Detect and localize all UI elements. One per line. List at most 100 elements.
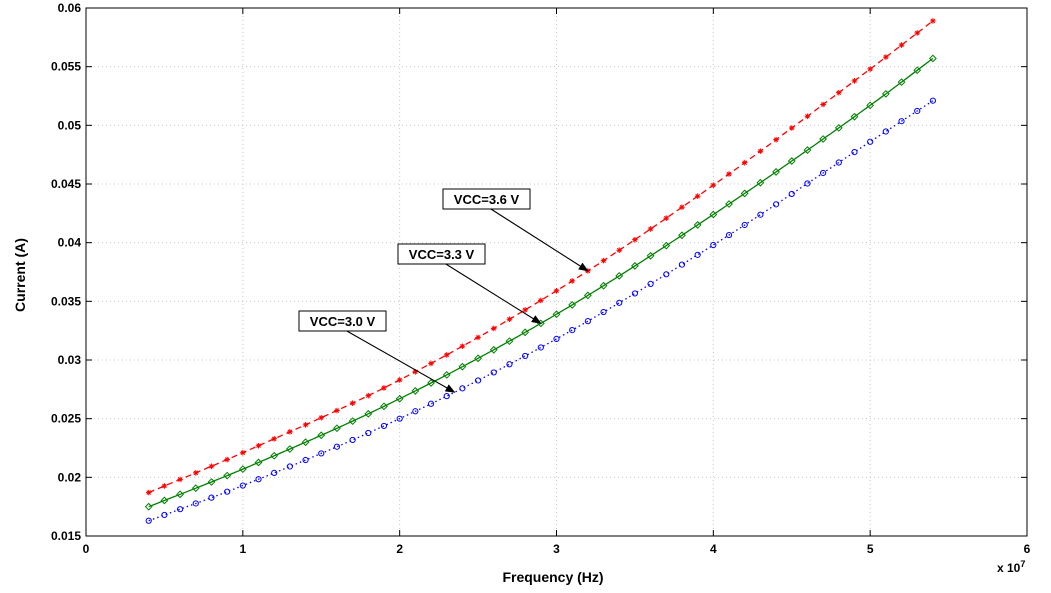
data-point [348,417,357,426]
data-point [522,307,528,313]
y-tick-label: 0.02 [58,470,82,484]
annotation-label: VCC=3.6 V [454,192,520,207]
data-point [772,168,780,176]
data-point [161,483,168,489]
data-point [647,226,654,232]
data-point [239,482,246,489]
x-tick-label: 3 [553,542,560,556]
data-point [725,200,733,208]
data-point [741,221,748,229]
annotation-arrow [490,208,589,272]
x-tick-label: 2 [396,542,403,556]
series-line [148,100,934,522]
data-point [632,236,638,243]
data-point [819,135,828,143]
data-point [569,327,576,334]
data-point [318,450,325,457]
data-point [913,66,922,75]
data-point [490,369,497,376]
data-point [850,112,859,121]
data-point [834,123,843,132]
data-point [160,496,169,505]
y-tick-label: 0.04 [58,236,82,250]
data-point [678,261,686,268]
data-point [756,178,765,187]
data-point [302,456,309,464]
tick-layer: 0 1 2 3 4 5 6 0.015 0.02 0.025 0.03 0.035 0.04 0.045 0… [51,1,1031,556]
data-point [522,352,529,360]
data-point [475,334,481,341]
data-point [804,180,811,187]
data-point [898,118,905,125]
data-point [349,436,356,444]
data-point [333,424,341,433]
y-axis-label: Current (A) [12,238,28,312]
data-point [208,494,215,501]
data-point [757,211,764,218]
data-point [930,18,936,24]
data-point [709,210,718,219]
data-point [381,385,387,391]
y-tick-label: 0.045 [51,177,81,191]
data-point [318,414,325,421]
data-point [442,370,451,379]
data-point [521,328,530,337]
data-point [569,278,575,284]
data-point [820,101,826,108]
data-point [412,408,419,415]
data-point [835,159,842,166]
data-point [240,449,246,456]
data-point [537,344,544,351]
data-point [584,318,591,325]
data-point [678,231,686,240]
data-point [255,442,262,449]
y-tick-label: 0.03 [58,353,82,367]
data-point [271,436,277,442]
data-point [553,335,560,342]
data-point [646,251,655,260]
x-axis-exponent-base: x 10 [997,561,1021,575]
data-point [788,125,795,131]
data-point [380,402,388,411]
data-point [663,271,670,278]
series-line [148,20,934,494]
data-point [270,451,279,460]
data-point [568,301,577,309]
data-point [489,345,498,354]
data-point [380,422,388,430]
data-point [459,385,466,392]
data-point [631,262,639,270]
data-point [474,377,482,384]
data-point [694,193,701,200]
data-point [881,89,890,98]
data-point [851,149,858,156]
data-point [694,251,701,258]
data-point [208,463,215,470]
y-tick-label: 0.06 [58,1,82,15]
data-point [364,409,373,418]
annotation-arrow [445,263,542,324]
data-point [427,400,435,407]
data-point [928,54,937,63]
data-point [772,201,780,208]
data-point [396,415,403,422]
data-point [631,290,639,297]
data-point [412,368,419,375]
data-point [506,361,513,368]
data-point [679,204,685,211]
data-point [725,231,733,239]
data-point [145,489,152,496]
data-point [851,78,858,84]
data-point [898,42,905,48]
data-point [505,337,514,346]
data-point [177,476,183,483]
data-point [365,429,372,437]
data-point [176,490,185,499]
annotation-arrow [346,330,456,393]
data-point [192,470,199,476]
data-point [663,215,670,221]
data-point [882,128,889,135]
data-point [474,354,482,363]
x-axis-exponent: x 107 [997,559,1025,575]
data-point [538,297,544,304]
